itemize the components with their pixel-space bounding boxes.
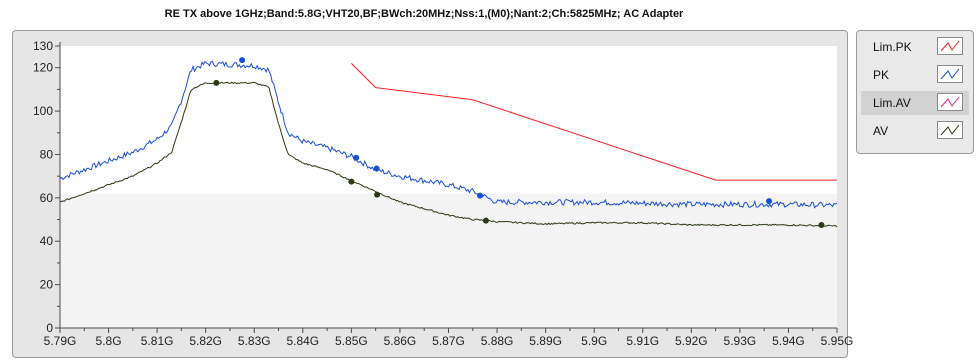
x-tick-label: 5.93G [724, 334, 757, 348]
legend: Lim.PK PK Lim.AV AV [856, 30, 974, 154]
legend-swatch [937, 121, 963, 139]
marker-pk [239, 57, 246, 64]
y-tick-label: 100 [33, 104, 53, 118]
x-tick-label: 5.92G [675, 334, 708, 348]
legend-swatch [937, 37, 963, 55]
x-tick-label: 5.84G [286, 334, 319, 348]
x-tick-label: 5.83G [238, 334, 271, 348]
legend-label: Lim.PK [873, 40, 912, 54]
legend-item-lim-av: Lim.AV [861, 91, 969, 115]
y-tick-label: 0 [46, 321, 53, 335]
plot-area-lower [60, 193, 837, 328]
legend-swatch [937, 93, 963, 111]
x-tick-label: 5.89G [529, 334, 562, 348]
marker-av [374, 191, 381, 198]
x-tick-label: 5.87G [432, 334, 465, 348]
x-tick-label: 5.8G [96, 334, 122, 348]
y-tick-label: 60 [40, 191, 54, 205]
series-line-lim-pk [351, 63, 837, 181]
marker-av [213, 79, 220, 86]
marker-pk [477, 192, 484, 199]
x-tick-label: 5.91G [626, 334, 659, 348]
legend-label: Lim.AV [873, 96, 911, 110]
legend-item-pk: PK [861, 63, 969, 87]
x-tick-label: 5.79G [44, 334, 77, 348]
legend-item-av: AV [861, 119, 969, 143]
x-tick-label: 5.95G [821, 334, 854, 348]
x-tick-label: 5.82G [189, 334, 222, 348]
x-tick-label: 5.85G [335, 334, 368, 348]
x-tick-label: 5.88G [481, 334, 514, 348]
plot-area-upper [60, 46, 837, 194]
y-tick-label: 80 [40, 147, 54, 161]
legend-item-lim-pk: Lim.PK [861, 35, 969, 59]
marker-av [482, 217, 489, 224]
legend-swatch [937, 65, 963, 83]
legend-label: PK [873, 68, 890, 82]
y-tick-label: 20 [40, 278, 54, 292]
x-tick-label: 5.86G [384, 334, 417, 348]
x-tick-label: 5.9G [581, 334, 607, 348]
chart-title: RE TX above 1GHz;Band:5.8G;VHT20,BF;BWch… [164, 8, 684, 20]
y-tick-label: 40 [40, 234, 54, 248]
marker-av [818, 221, 825, 228]
marker-pk [766, 198, 773, 205]
series-line-pk [59, 60, 838, 209]
series-line-av [59, 81, 838, 228]
marker-av [348, 178, 355, 185]
marker-pk [353, 154, 360, 161]
x-tick-label: 5.81G [141, 334, 174, 348]
x-tick-label: 5.94G [772, 334, 805, 348]
legend-label: AV [873, 124, 889, 138]
marker-pk [373, 165, 380, 172]
y-tick-label: 120 [33, 61, 53, 75]
y-tick-label: 130 [33, 39, 53, 53]
